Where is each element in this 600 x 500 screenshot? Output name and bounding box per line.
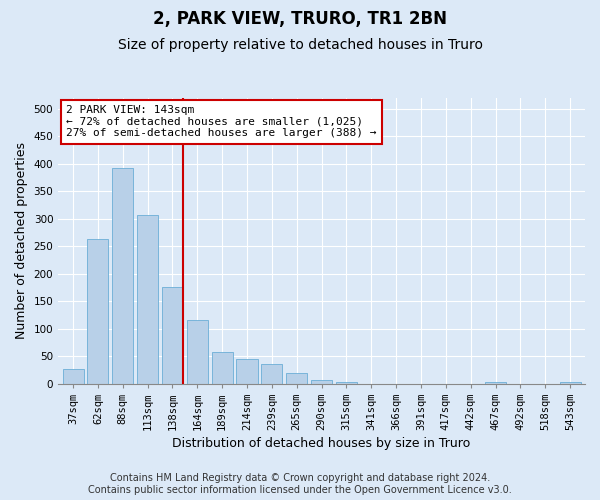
Bar (187, 320, 208, 384)
Bar (62, 368, 83, 384)
Text: Contains HM Land Registry data © Crown copyright and database right 2024.
Contai: Contains HM Land Registry data © Crown c… (88, 474, 512, 495)
Bar (485, 382, 506, 384)
X-axis label: Distribution of detached houses by size in Truro: Distribution of detached houses by size … (172, 437, 471, 450)
Bar (560, 382, 581, 384)
Bar (162, 288, 183, 384)
Bar (212, 352, 233, 384)
Bar (262, 364, 283, 384)
Bar (286, 372, 307, 384)
Bar (336, 382, 357, 384)
Text: 2, PARK VIEW, TRURO, TR1 2BN: 2, PARK VIEW, TRURO, TR1 2BN (153, 10, 447, 28)
Bar (137, 215, 158, 384)
Y-axis label: Number of detached properties: Number of detached properties (15, 142, 28, 340)
Bar (236, 359, 257, 384)
Bar (311, 380, 332, 384)
Text: 2 PARK VIEW: 143sqm
← 72% of detached houses are smaller (1,025)
27% of semi-det: 2 PARK VIEW: 143sqm ← 72% of detached ho… (66, 105, 377, 138)
Bar (112, 168, 133, 384)
Text: Size of property relative to detached houses in Truro: Size of property relative to detached ho… (118, 38, 482, 52)
Bar (88, 239, 109, 384)
